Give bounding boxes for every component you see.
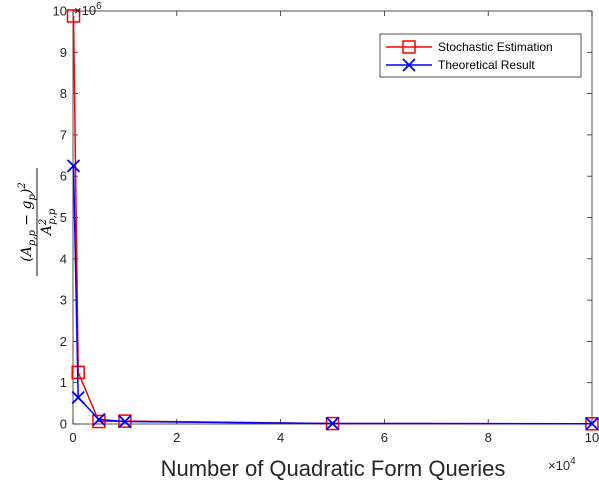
y-tick-label: 2 bbox=[60, 334, 67, 349]
x-tick-label: 2 bbox=[173, 430, 180, 445]
data-point-x bbox=[325, 416, 340, 431]
data-point-x bbox=[92, 412, 106, 427]
legend-marker-x bbox=[402, 58, 416, 72]
data-point-x bbox=[585, 417, 599, 431]
legend-label-stochastic: Stochastic Estimation bbox=[438, 40, 553, 54]
y-tick-label: 8 bbox=[60, 86, 67, 101]
x-tick-label: 6 bbox=[381, 430, 388, 445]
x-tick-label: 4 bbox=[277, 430, 284, 445]
x-exponent-label: ×104 bbox=[548, 456, 576, 473]
y-tick-label: 9 bbox=[60, 45, 67, 60]
data-point-square bbox=[92, 414, 106, 429]
y-tick-label: 10 bbox=[53, 4, 67, 19]
data-point-x bbox=[118, 414, 132, 429]
y-axis-title-numerator: (Ap,p − gp)2 bbox=[17, 182, 38, 261]
x-tick-label: 0 bbox=[69, 430, 76, 445]
plot-area bbox=[72, 10, 593, 425]
data-point-square bbox=[66, 9, 81, 23]
series-layer bbox=[66, 9, 599, 431]
y-tick-label: 0 bbox=[60, 417, 67, 432]
y-tick-label: 6 bbox=[60, 169, 67, 184]
series-line-theoretical bbox=[72, 165, 593, 425]
y-tick-label: 7 bbox=[60, 127, 67, 142]
y-axis-title: (Ap,p − gp)2 A2p,p bbox=[17, 168, 58, 276]
x-tick-label: 8 bbox=[485, 430, 492, 445]
y-exponent-label: ×106 bbox=[74, 1, 102, 18]
legend: Stochastic Estimation Theoretical Result bbox=[379, 33, 582, 78]
x-tick-label: 10 bbox=[585, 430, 599, 445]
legend-label-theoretical: Theoretical Result bbox=[438, 58, 535, 72]
y-axis-title-denominator: A2p,p bbox=[38, 208, 58, 237]
data-point-x bbox=[71, 390, 85, 405]
x-axis-title: Number of Quadratic Form Queries bbox=[161, 456, 506, 480]
y-tick-label: 5 bbox=[60, 210, 67, 225]
data-point-x bbox=[66, 159, 81, 173]
legend-marker-square bbox=[402, 40, 416, 54]
y-tick-label: 3 bbox=[60, 293, 67, 308]
y-tick-label: 4 bbox=[60, 251, 67, 266]
y-tick-label: 1 bbox=[60, 375, 67, 390]
